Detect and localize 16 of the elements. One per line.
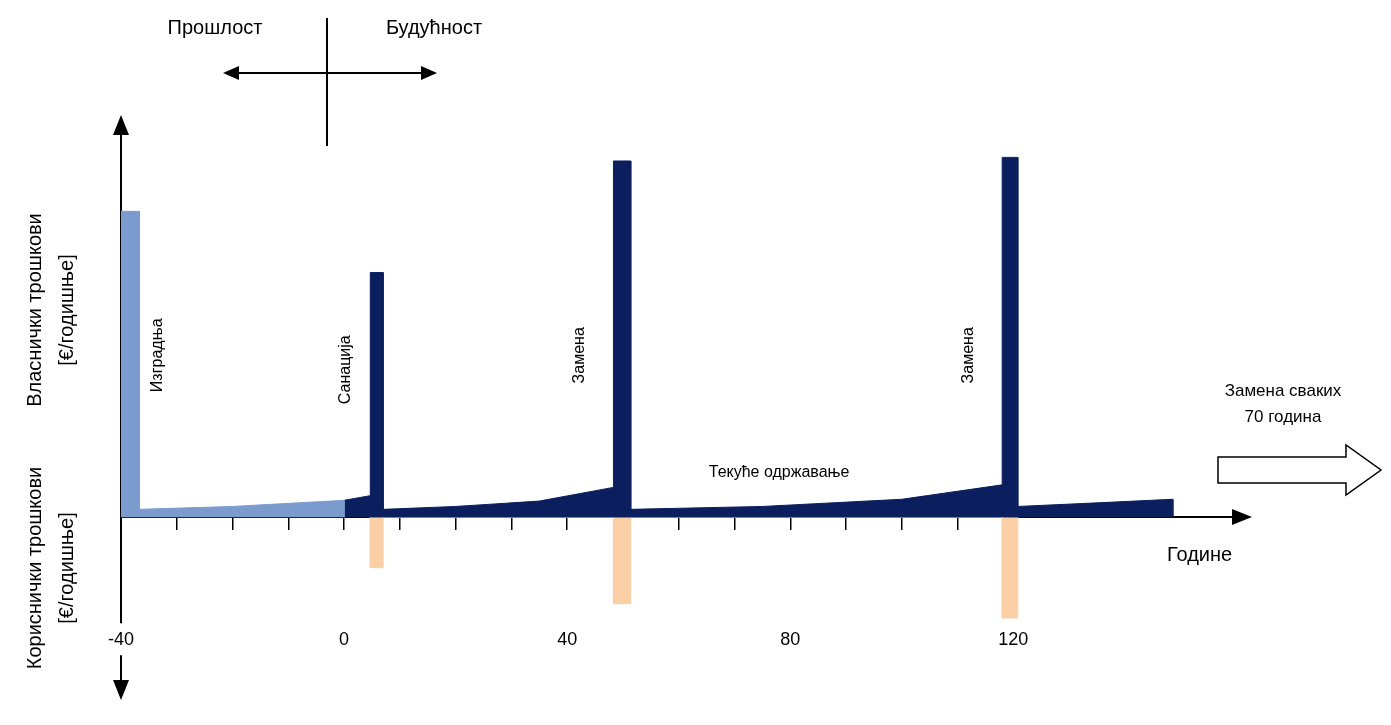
text: Прошлост: [167, 15, 263, 38]
x-tick-label: 0: [339, 629, 350, 650]
y-axis-title: Власнички трошкови [€/годишње]: [22, 213, 77, 407]
text: Кориснички трошкови [€/годишње]: [22, 466, 77, 670]
x-axis-title: Године: [1167, 542, 1233, 565]
x-tick-label: 40: [557, 629, 578, 650]
annotation: Санација: [336, 335, 354, 405]
annotation: Изградња: [148, 318, 166, 393]
annotation: Замена сваких 70 година: [1224, 380, 1342, 426]
x-tick-label: -40: [108, 629, 135, 650]
annotation: Замена: [958, 327, 976, 384]
annotation: Текуће одржавање: [708, 462, 850, 480]
text: Будућност: [385, 15, 483, 38]
x-tick-label: 120: [998, 629, 1029, 650]
annotation: Замена: [570, 327, 588, 384]
x-tick-label: 80: [780, 629, 801, 650]
